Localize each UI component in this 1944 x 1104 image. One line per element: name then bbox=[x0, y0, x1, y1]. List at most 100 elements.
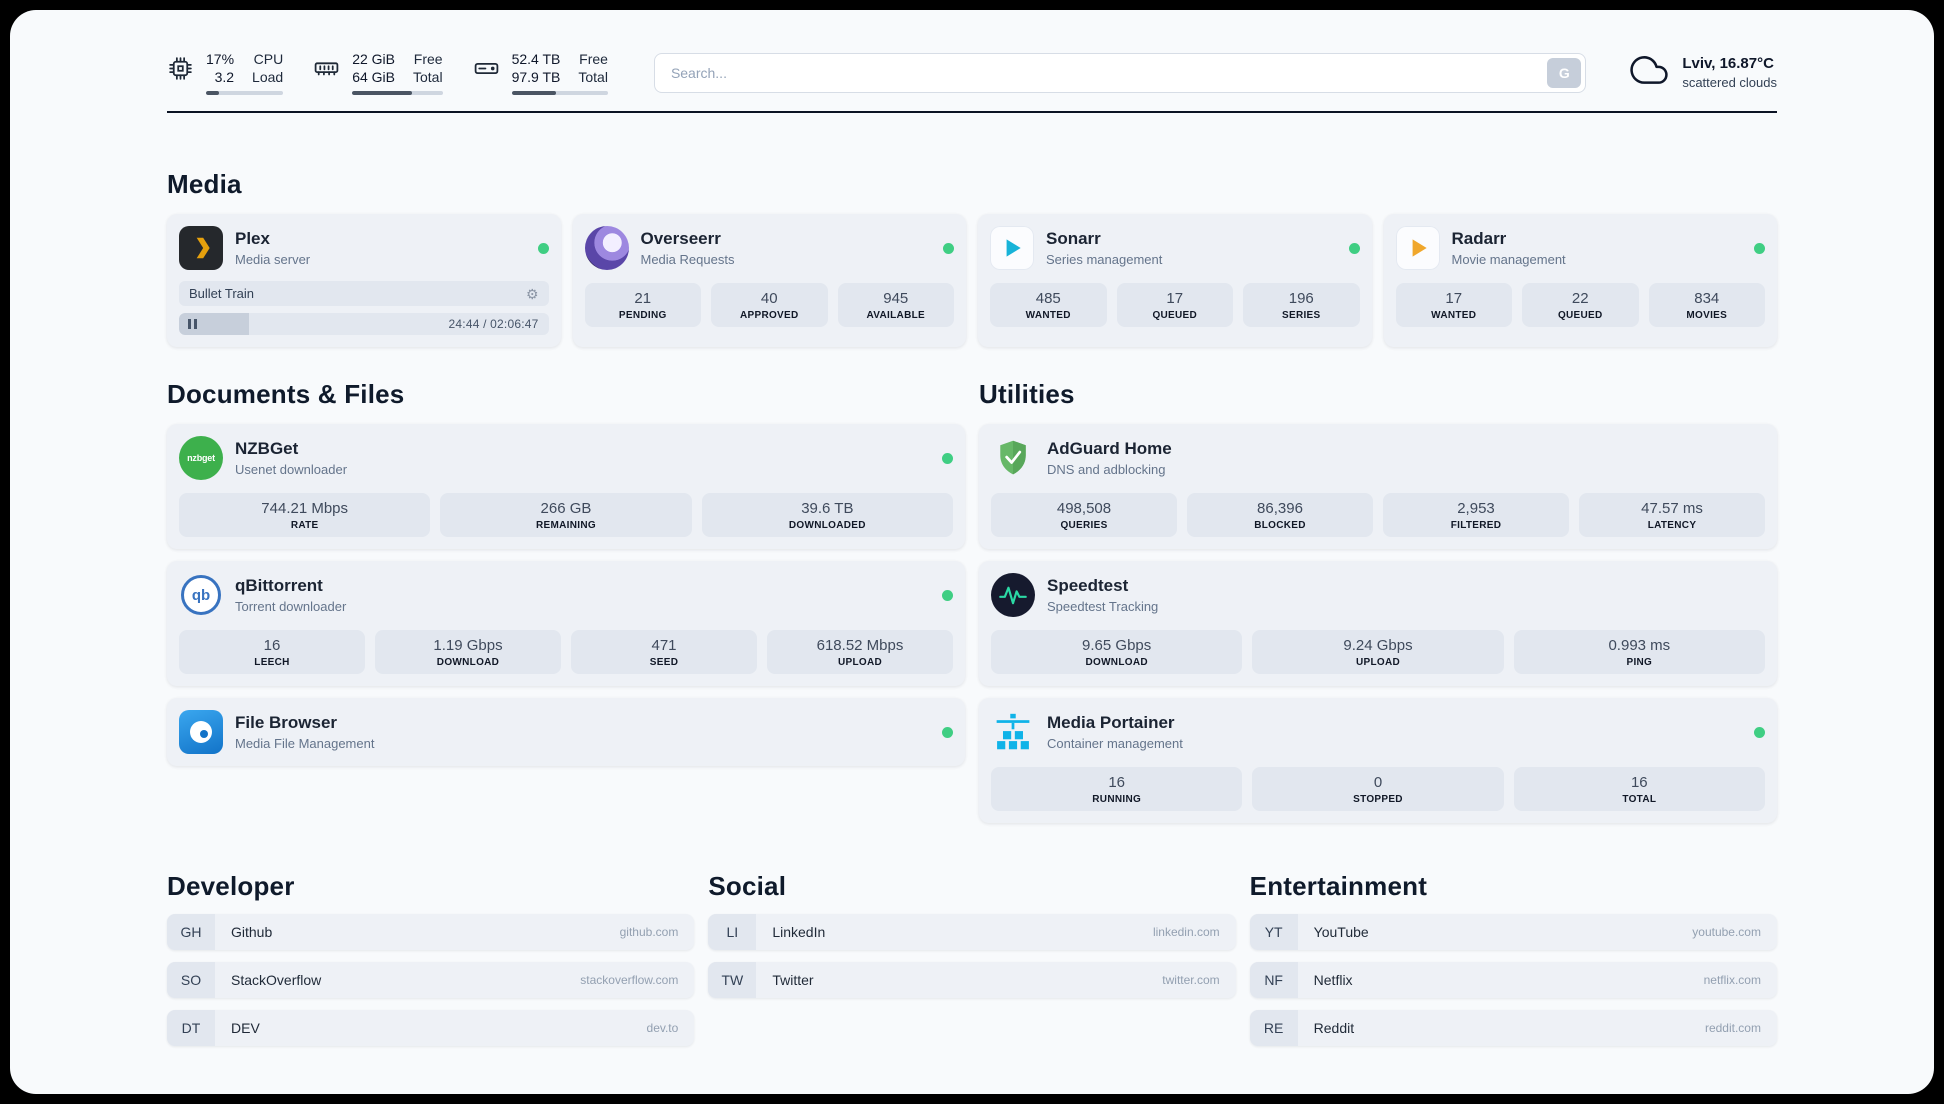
stat-label: DOWNLOADED bbox=[788, 520, 866, 531]
stat-download: 9.65 Gbps DOWNLOAD bbox=[991, 630, 1243, 674]
filebrowser-icon bbox=[179, 710, 223, 754]
media-section: Media Plex Media server bbox=[167, 169, 1777, 347]
bookmark-url: github.com bbox=[619, 925, 679, 939]
portainer-icon bbox=[991, 710, 1035, 754]
memory-total-label: Total bbox=[413, 69, 443, 85]
stat-label: FILTERED bbox=[1450, 520, 1502, 531]
bookmark-name: Github bbox=[231, 924, 273, 940]
speedtest-icon bbox=[991, 573, 1035, 617]
bookmark-url: stackoverflow.com bbox=[580, 973, 679, 987]
entertainment-section: Entertainment YT YouTube youtube.com NF … bbox=[1249, 871, 1777, 1046]
status-dot bbox=[942, 589, 953, 601]
service-card-overseerr[interactable]: Overseerr Media Requests 21 PENDING 40 A… bbox=[572, 214, 966, 347]
disk-progress-fill bbox=[511, 91, 556, 95]
service-name: Overseerr bbox=[640, 229, 721, 248]
pause-icon[interactable] bbox=[188, 319, 197, 329]
stat-label: DOWNLOAD bbox=[436, 657, 500, 668]
service-card-portainer[interactable]: Media Portainer Container management 16 … bbox=[979, 698, 1777, 823]
stat-label: WANTED bbox=[1025, 310, 1071, 321]
bookmark-reddit[interactable]: RE Reddit reddit.com bbox=[1249, 1010, 1777, 1046]
service-card-plex[interactable]: Plex Media server Bullet Train ⚙ 24:44 /… bbox=[167, 214, 561, 347]
stat-series: 196 SERIES bbox=[1243, 283, 1360, 327]
service-card-sonarr[interactable]: Sonarr Series management 485 WANTED 17 Q… bbox=[978, 214, 1372, 347]
service-card-speedtest[interactable]: Speedtest Speedtest Tracking 9.65 Gbps D… bbox=[979, 561, 1777, 686]
stat-approved: 40 APPROVED bbox=[711, 283, 828, 327]
stat-value: 16 bbox=[1630, 774, 1648, 791]
search-input[interactable] bbox=[653, 52, 1587, 93]
search-provider-button[interactable]: G bbox=[1547, 57, 1582, 88]
bookmark-abbr: SO bbox=[167, 962, 215, 998]
stat-label: APPROVED bbox=[739, 310, 799, 321]
cpu-usage-value: 17% bbox=[206, 51, 235, 67]
stat-movies: 834 MOVIES bbox=[1648, 283, 1765, 327]
service-card-radarr[interactable]: Radarr Movie management 17 WANTED 22 QUE… bbox=[1383, 214, 1777, 347]
cpu-progress-bar bbox=[206, 91, 284, 95]
bookmark-dev[interactable]: DT DEV dev.to bbox=[167, 1010, 695, 1046]
service-desc: Series management bbox=[1046, 252, 1163, 267]
service-card-filebrowser[interactable]: File Browser Media File Management bbox=[167, 698, 965, 766]
weather-location: Lviv, 16.87°C bbox=[1682, 55, 1774, 72]
bookmark-github[interactable]: GH Github github.com bbox=[167, 914, 695, 950]
stat-seed: 471 SEED bbox=[571, 630, 757, 674]
service-desc: Media server bbox=[235, 252, 311, 267]
stat-value: 0 bbox=[1373, 774, 1383, 791]
gear-icon[interactable]: ⚙ bbox=[525, 285, 539, 302]
memory-progress-fill bbox=[352, 91, 412, 95]
bookmark-netflix[interactable]: NF Netflix netflix.com bbox=[1249, 962, 1777, 998]
section-title-documents: Documents & Files bbox=[167, 379, 405, 409]
bookmark-abbr: YT bbox=[1249, 914, 1298, 950]
stat-label: MOVIES bbox=[1686, 310, 1728, 321]
service-desc: Speedtest Tracking bbox=[1047, 599, 1159, 614]
nzbget-icon: nzbget bbox=[179, 436, 223, 480]
stat-value: 9.24 Gbps bbox=[1343, 637, 1413, 654]
bookmark-name: StackOverflow bbox=[231, 972, 322, 988]
bookmark-name: Netflix bbox=[1313, 972, 1353, 988]
bookmark-linkedin[interactable]: LI LinkedIn linkedin.com bbox=[708, 914, 1236, 950]
service-desc: Container management bbox=[1047, 736, 1183, 751]
radarr-icon bbox=[1395, 226, 1440, 270]
stat-label: BLOCKED bbox=[1254, 520, 1306, 531]
plex-seek-bar[interactable]: 24:44 / 02:06:47 bbox=[179, 313, 549, 335]
stat-wanted: 485 WANTED bbox=[990, 283, 1107, 327]
stat-rate: 744.21 Mbps RATE bbox=[179, 493, 431, 537]
bookmark-twitter[interactable]: TW Twitter twitter.com bbox=[708, 962, 1236, 998]
disk-free-label: Free bbox=[579, 51, 608, 67]
stat-label: SEED bbox=[649, 657, 679, 668]
disk-free-value: 52.4 TB bbox=[511, 51, 561, 67]
stat-value: 17 bbox=[1445, 290, 1463, 307]
overseerr-icon bbox=[584, 226, 629, 270]
stat-value: 618.52 Mbps bbox=[816, 637, 904, 654]
cloud-icon bbox=[1628, 51, 1670, 94]
service-card-nzbget[interactable]: nzbget NZBGet Usenet downloader 744.21 M… bbox=[167, 424, 965, 549]
service-card-qbittorrent[interactable]: qb qBittorrent Torrent downloader 16 LEE… bbox=[167, 561, 965, 686]
stat-value: 834 bbox=[1694, 290, 1720, 307]
stat-label: STOPPED bbox=[1353, 794, 1403, 805]
stat-label: PING bbox=[1626, 657, 1653, 668]
stat-value: 1.19 Gbps bbox=[433, 637, 503, 654]
service-desc: Torrent downloader bbox=[235, 599, 347, 614]
stat-value: 17 bbox=[1166, 290, 1184, 307]
stat-queries: 498,508 QUERIES bbox=[991, 493, 1177, 537]
stat-upload: 9.24 Gbps UPLOAD bbox=[1252, 630, 1504, 674]
stat-ping: 0.993 ms PING bbox=[1513, 630, 1765, 674]
bookmark-abbr: DT bbox=[167, 1010, 215, 1046]
bookmark-name: LinkedIn bbox=[772, 924, 826, 940]
status-dot bbox=[537, 242, 549, 254]
stat-upload: 618.52 Mbps UPLOAD bbox=[767, 630, 953, 674]
stat-value: 0.993 ms bbox=[1608, 637, 1671, 654]
stat-filtered: 2,953 FILTERED bbox=[1383, 493, 1569, 537]
stat-running: 16 RUNNING bbox=[991, 767, 1243, 811]
service-card-adguard[interactable]: AdGuard Home DNS and adblocking 498,508 … bbox=[979, 424, 1777, 549]
stat-label: UPLOAD bbox=[1355, 657, 1400, 668]
documents-section: Documents & Files nzbget NZBGet Usenet d… bbox=[167, 379, 965, 766]
drive-icon bbox=[473, 50, 500, 95]
bookmark-stackoverflow[interactable]: SO StackOverflow stackoverflow.com bbox=[167, 962, 695, 998]
stat-label: PENDING bbox=[618, 310, 667, 321]
service-name: Radarr bbox=[1451, 229, 1507, 248]
stat-label: QUERIES bbox=[1060, 520, 1108, 531]
weather-condition: scattered clouds bbox=[1682, 75, 1777, 90]
weather-widget: Lviv, 16.87°C scattered clouds bbox=[1628, 51, 1777, 94]
bookmark-youtube[interactable]: YT YouTube youtube.com bbox=[1249, 914, 1777, 950]
stat-value: 9.65 Gbps bbox=[1082, 637, 1152, 654]
section-title-entertainment: Entertainment bbox=[1249, 871, 1428, 901]
